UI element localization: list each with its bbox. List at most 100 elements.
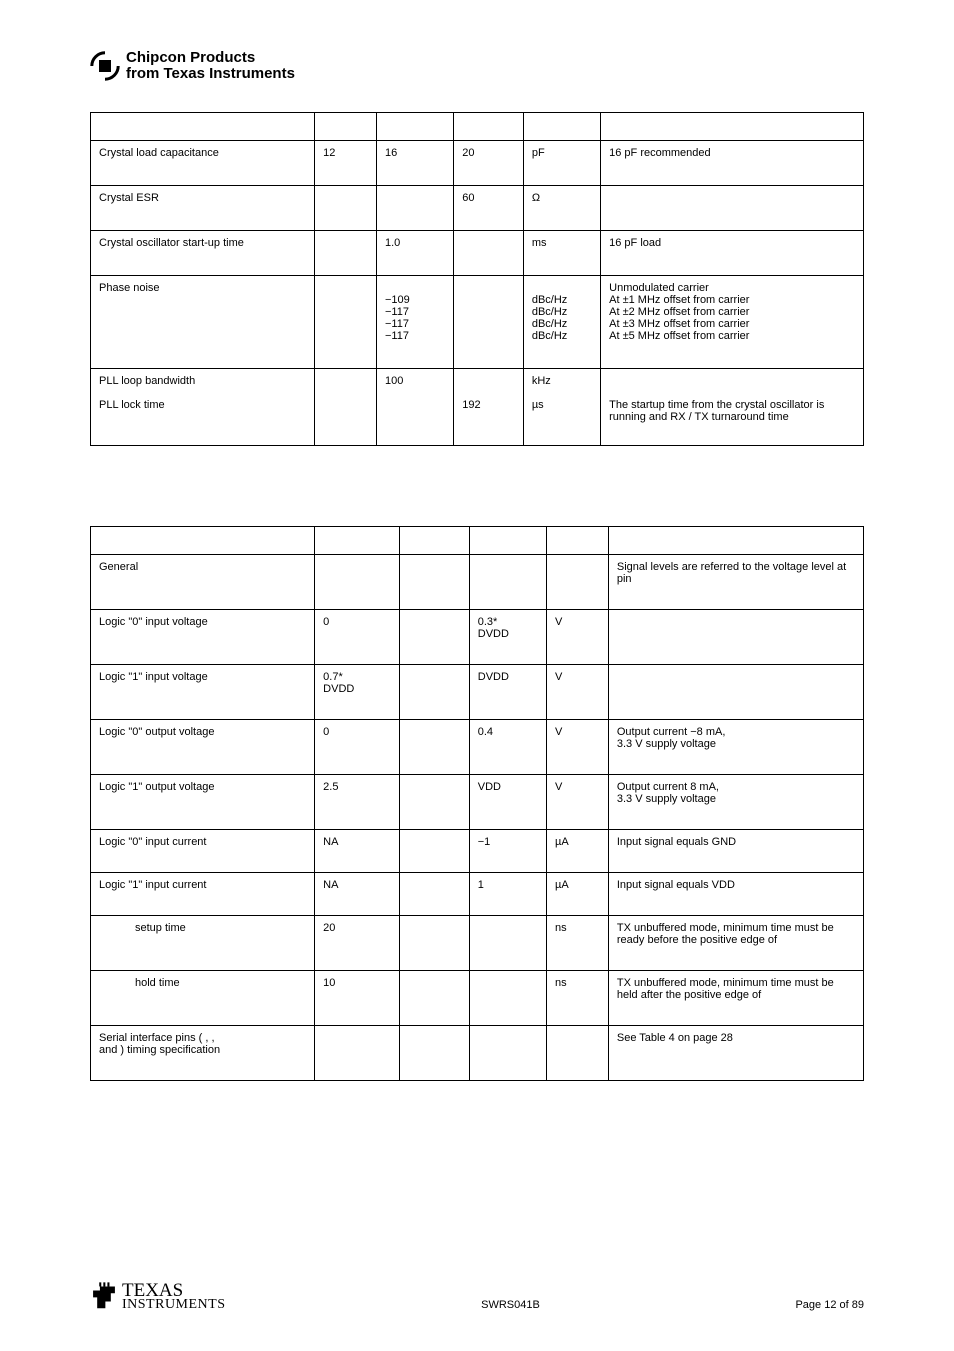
- table-cell: Phase noise: [91, 275, 315, 368]
- ti-instruments: INSTRUMENTS: [122, 1299, 226, 1311]
- header-logo: Chipcon Products from Texas Instruments: [90, 50, 864, 82]
- table-cell: [400, 970, 470, 1025]
- table-cell: [547, 554, 609, 609]
- table-row: PLL loop bandwidthPLL lock time100192kHz…: [91, 368, 864, 445]
- table-cell: [454, 275, 524, 368]
- table-cell: General: [91, 554, 315, 609]
- table-cell: Input signal equals GND: [608, 829, 863, 872]
- table-cell: [376, 185, 453, 230]
- table-cell: 2.5: [315, 774, 400, 829]
- table-cell: Crystal ESR: [91, 185, 315, 230]
- table-cell: VDD: [469, 774, 546, 829]
- table-cell: 0.3*DVDD: [469, 609, 546, 664]
- table-cell: Logic "1" output voltage: [91, 774, 315, 829]
- table-cell: [601, 185, 864, 230]
- table-row: setup time20 nsTX unbuffered mode, minimu…: [91, 915, 864, 970]
- table-cell: TX unbuffered mode, minimum time must be…: [608, 970, 863, 1025]
- table-cell: 1: [469, 872, 546, 915]
- table-row: Logic "1" output voltage2.5 VDDVOutput cu…: [91, 774, 864, 829]
- table-cell: −1: [469, 829, 546, 872]
- table-cell: [315, 368, 377, 445]
- table-cell: [547, 1025, 609, 1080]
- table-cell: 0.4: [469, 719, 546, 774]
- table-row: Logic "1" input voltage0.7*DVDDDVDDV: [91, 664, 864, 719]
- table-cell: 0: [315, 609, 400, 664]
- table-cell: 60: [454, 185, 524, 230]
- table-cell: 1.0: [376, 230, 453, 275]
- table-cell: V: [547, 664, 609, 719]
- table-cell: ns: [547, 915, 609, 970]
- table-cell: [469, 554, 546, 609]
- table-cell: Logic "0" input current: [91, 829, 315, 872]
- table-cell: The startup time from the crystal oscill…: [601, 368, 864, 445]
- table-cell: [315, 230, 377, 275]
- table-row: Logic "0" input currentNA−1µAInput signa…: [91, 829, 864, 872]
- page-footer: TEXAS INSTRUMENTS SWRS041B Page 12 of 89: [90, 1281, 864, 1311]
- table-row: General Signal levels are referred to the…: [91, 554, 864, 609]
- table-row: Crystal oscillator start-up time1.0ms16 …: [91, 230, 864, 275]
- table-cell: TX unbuffered mode, minimum time must be…: [608, 915, 863, 970]
- table-cell: Crystal oscillator start-up time: [91, 230, 315, 275]
- table-cell: [315, 554, 400, 609]
- table-cell: Output current −8 mA,3.3 V supply voltag…: [608, 719, 863, 774]
- table-cell: pF: [523, 140, 600, 185]
- table-cell: Signal levels are referred to the voltag…: [608, 554, 863, 609]
- table-row: Logic "1" input currentNA1µAInput signal…: [91, 872, 864, 915]
- table-cell: V: [547, 719, 609, 774]
- table-cell: [315, 1025, 400, 1080]
- table-cell: [400, 664, 470, 719]
- table-cell: [400, 915, 470, 970]
- table-cell: [454, 230, 524, 275]
- table-cell: Crystal load capacitance: [91, 140, 315, 185]
- table-cell: 20: [315, 915, 400, 970]
- table-logic-params: General Signal levels are referred to the…: [90, 526, 864, 1081]
- table-cell: [400, 554, 470, 609]
- table-cell: 16 pF recommended: [601, 140, 864, 185]
- table-cell: Logic "0" input voltage: [91, 609, 315, 664]
- table-cell: Output current 8 mA,3.3 V supply voltage: [608, 774, 863, 829]
- ti-logo: TEXAS INSTRUMENTS: [90, 1281, 226, 1311]
- table-cell: −109−117−117−117: [376, 275, 453, 368]
- table-cell: [400, 1025, 470, 1080]
- table-cell: [608, 664, 863, 719]
- table-cell: See Table 4 on page 28: [608, 1025, 863, 1080]
- table-cell: Input signal equals VDD: [608, 872, 863, 915]
- table-cell: V: [547, 774, 609, 829]
- header-line2: from Texas Instruments: [126, 66, 295, 82]
- header-logo-text: Chipcon Products from Texas Instruments: [126, 50, 295, 82]
- table-cell: Unmodulated carrierAt ±1 MHz offset from…: [601, 275, 864, 368]
- table-cell: 16 pF load: [601, 230, 864, 275]
- table-cell: [400, 872, 470, 915]
- footer-doc: SWRS041B: [481, 1299, 540, 1311]
- table-row: Crystal ESR 60Ω: [91, 185, 864, 230]
- table-cell: [469, 970, 546, 1025]
- table-row: Logic "0" output voltage00.4VOutput curr…: [91, 719, 864, 774]
- table-row: hold time10nsTX unbuffered mode, minimum…: [91, 970, 864, 1025]
- table-cell: Logic "1" input voltage: [91, 664, 315, 719]
- table-cell: [400, 719, 470, 774]
- table-cell: 12: [315, 140, 377, 185]
- table-cell: Serial interface pins ( , ,and ) timing …: [91, 1025, 315, 1080]
- header-line1: Chipcon Products: [126, 50, 295, 66]
- table-header-row: [91, 526, 864, 554]
- table-cell: ns: [547, 970, 609, 1025]
- table-row: Logic "0" input voltage00.3*DVDDV: [91, 609, 864, 664]
- table-cell: Ω: [523, 185, 600, 230]
- table-cell: 100: [376, 368, 453, 445]
- ti-icon: [90, 1281, 118, 1311]
- table-cell: 16: [376, 140, 453, 185]
- ti-logo-text: TEXAS INSTRUMENTS: [122, 1283, 226, 1311]
- table-cell: [608, 609, 863, 664]
- table-cell: hold time: [91, 970, 315, 1025]
- footer-page: Page 12 of 89: [795, 1299, 864, 1311]
- table-cell: [400, 609, 470, 664]
- table-cell: setup time: [91, 915, 315, 970]
- table-cell: 0.7*DVDD: [315, 664, 400, 719]
- table-cell: [469, 915, 546, 970]
- table-cell: dBc/HzdBc/HzdBc/HzdBc/Hz: [523, 275, 600, 368]
- table-cell: kHzµs: [523, 368, 600, 445]
- table-cell: [400, 829, 470, 872]
- table-cell: Logic "0" output voltage: [91, 719, 315, 774]
- table-cell: [469, 1025, 546, 1080]
- chipcon-icon: [90, 51, 120, 81]
